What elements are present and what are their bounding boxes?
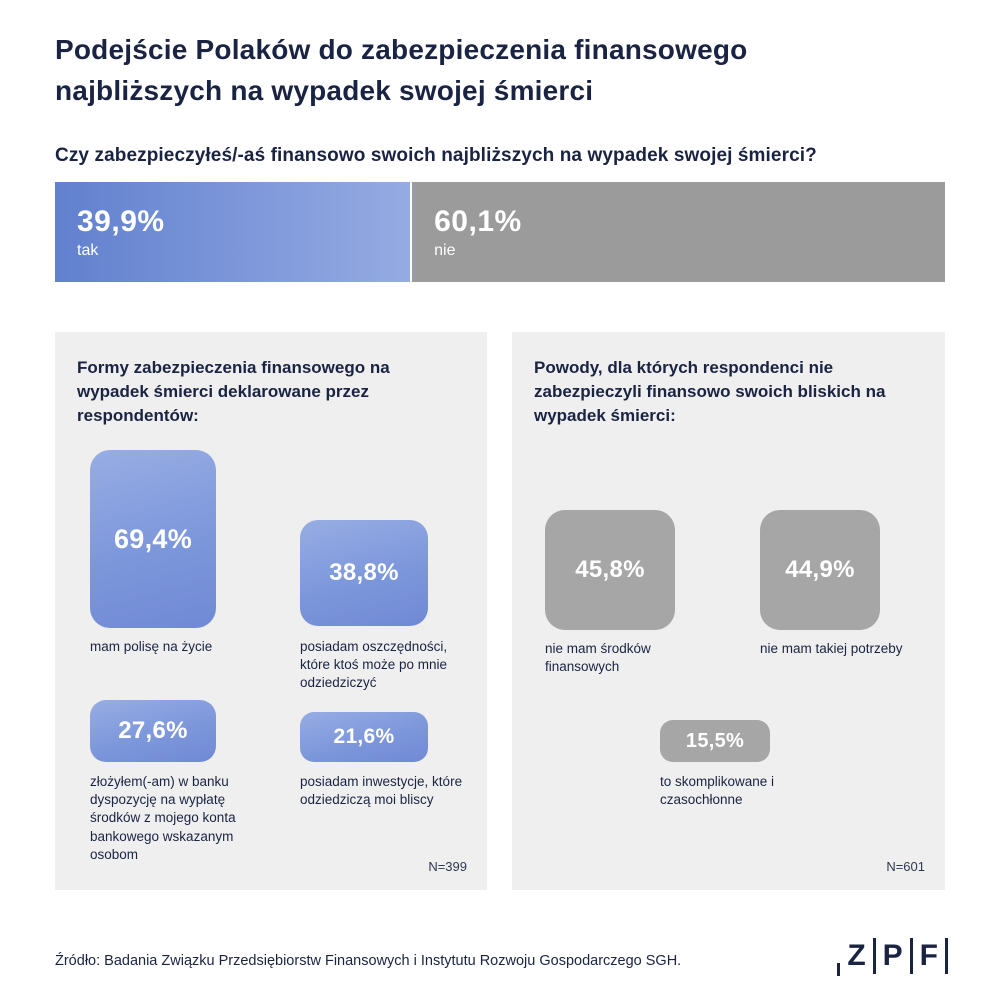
tile-brak-srodkow: 45,8% — [545, 510, 675, 630]
answer-segment-no: 60,1% nie — [412, 182, 945, 282]
tile-dyspozycja-label: złożyłem(-am) w banku dyspozycję na wypł… — [90, 774, 236, 862]
logo-letter-z: Z — [847, 939, 866, 972]
logo-divider — [945, 938, 948, 974]
tile-brak-potrzeby-label: nie mam takiej potrzeby — [760, 641, 903, 656]
tile-brak-potrzeby-value: 44,9% — [785, 556, 855, 583]
tile-brak-srodkow-label: nie mam środków finansowych — [545, 641, 651, 675]
tile-polisa-value: 69,4% — [113, 523, 193, 554]
zpf-logo: Z P F — [837, 936, 948, 976]
tile-oszczednosci: 38,8% — [300, 520, 428, 626]
tile-dyspozycja: 27,6% — [90, 700, 216, 762]
right-panel-sample-size: N=601 — [886, 859, 925, 874]
tile-oszczednosci-value: 38,8% — [329, 559, 399, 586]
right-panel-heading: Powody, dla których respondenci nie zabe… — [534, 358, 886, 426]
logo-letter-p: P — [882, 939, 903, 972]
page-title: Podejście Polaków do zabezpieczenia fina… — [55, 34, 748, 106]
tile-brak-srodkow-value: 45,8% — [575, 556, 645, 583]
source-attribution: Źródło: Badania Związku Przedsiębiorstw … — [55, 953, 682, 969]
tile-skomplikowane-value: 15,5% — [685, 729, 745, 752]
survey-question: Czy zabezpieczyłeś/-aś finansowo swoich … — [55, 145, 817, 166]
tile-dyspozycja-value: 27,6% — [118, 717, 188, 744]
tile-brak-potrzeby: 44,9% — [760, 510, 880, 630]
answer-bar: 39,9% tak 60,1% nie — [55, 182, 945, 282]
left-panel-heading: Formy zabezpieczenia finansowego na wypa… — [77, 358, 390, 426]
answer-value-yes: 39,9% — [77, 204, 165, 238]
tile-skomplikowane: 15,5% — [660, 720, 770, 762]
tile-polisa-label: mam polisę na życie — [90, 639, 213, 654]
tile-skomplikowane-label: to skomplikowane i czasochłonne — [660, 774, 775, 808]
logo-divider — [909, 938, 913, 974]
panel-forms-of-security: Formy zabezpieczenia finansowego na wypa… — [55, 332, 487, 890]
tile-polisa: 69,4% — [90, 450, 216, 628]
answer-label-yes: tak — [77, 241, 99, 259]
logo-tick-mark — [837, 963, 841, 976]
answer-value-no: 60,1% — [434, 204, 522, 238]
logo-letter-f: F — [919, 939, 938, 972]
tile-oszczednosci-label: posiadam oszczędności, które ktoś może p… — [300, 639, 448, 691]
tile-inwestycje-label: posiadam inwestycje, które odziedziczą m… — [300, 774, 463, 808]
panel-reasons-no-security: Powody, dla których respondenci nie zabe… — [512, 332, 945, 890]
left-panel-sample-size: N=399 — [428, 859, 467, 874]
logo-divider — [872, 938, 876, 974]
tile-inwestycje-value: 21,6% — [333, 725, 395, 748]
tile-inwestycje: 21,6% — [300, 712, 428, 762]
answer-label-no: nie — [434, 241, 456, 259]
answer-segment-yes: 39,9% tak — [55, 182, 411, 282]
